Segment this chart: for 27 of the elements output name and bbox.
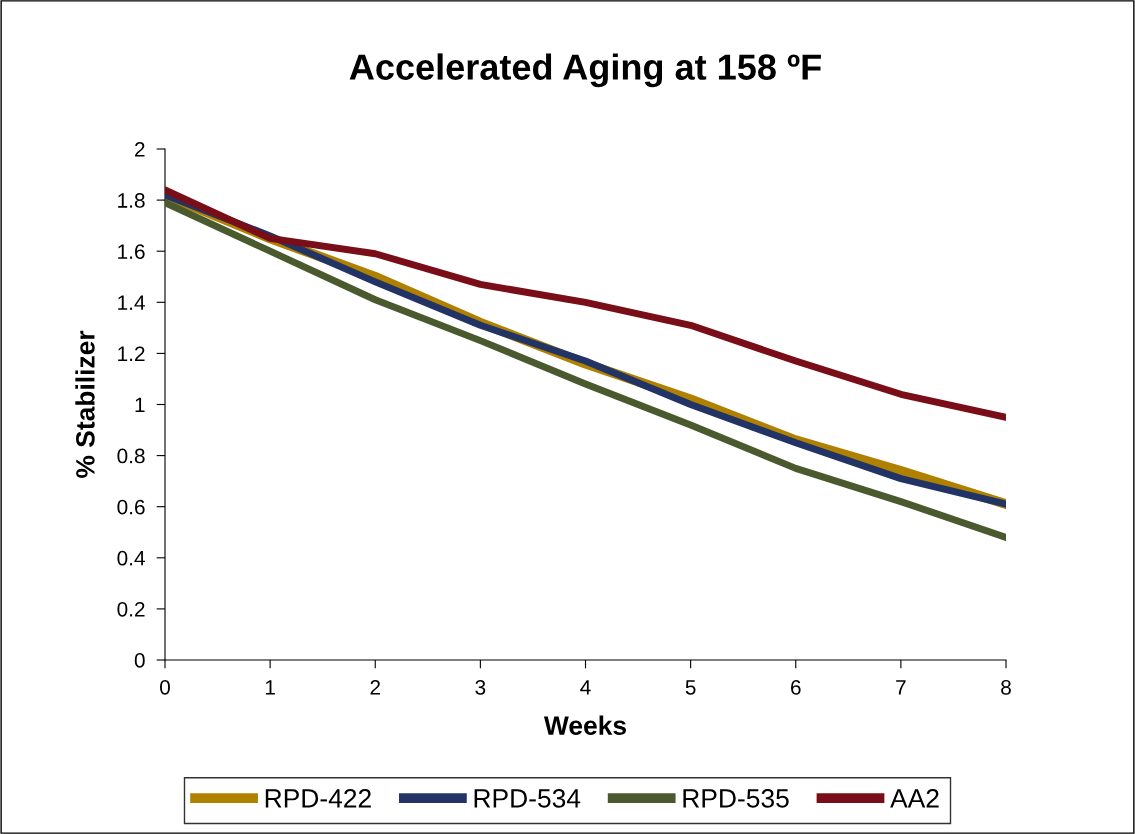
x-tick-label: 0	[160, 679, 170, 695]
x-tick-label: 4	[580, 680, 591, 695]
x-tick-label: 6	[791, 679, 801, 695]
legend-label: RPD-535	[683, 788, 789, 808]
y-tick-label: 0.4	[117, 550, 145, 566]
chart-title: Accelerated Aging at 158 ºF	[349, 53, 821, 88]
y-axis-title: % Stabilizer	[75, 330, 95, 478]
x-tick-label: 1	[265, 680, 275, 695]
y-tick-label: 1	[135, 397, 145, 413]
y-tick-label: 1.4	[118, 295, 145, 310]
y-tick-label: 0.2	[117, 601, 145, 617]
y-tick-label: 0.8	[117, 448, 145, 464]
y-tick-label: 1.8	[118, 193, 145, 208]
y-tick-label: 0.6	[117, 499, 145, 515]
x-axis-title: Weeks	[543, 715, 626, 735]
y-tick-label: 2	[135, 142, 145, 157]
x-tick-label: 7	[896, 680, 906, 695]
legend-label: AA2	[890, 788, 939, 808]
y-tick-label: 1.6	[118, 244, 145, 259]
x-tick-label: 2	[370, 679, 380, 695]
x-tick-label: 8	[1001, 679, 1011, 695]
legend-label: RPD-534	[474, 788, 581, 808]
y-tick-label: 1.2	[118, 346, 145, 361]
x-tick-label: 5	[685, 680, 696, 695]
legend-label: RPD-422	[265, 788, 371, 808]
y-tick-label: 0	[134, 653, 145, 668]
x-tick-label: 3	[475, 679, 486, 695]
